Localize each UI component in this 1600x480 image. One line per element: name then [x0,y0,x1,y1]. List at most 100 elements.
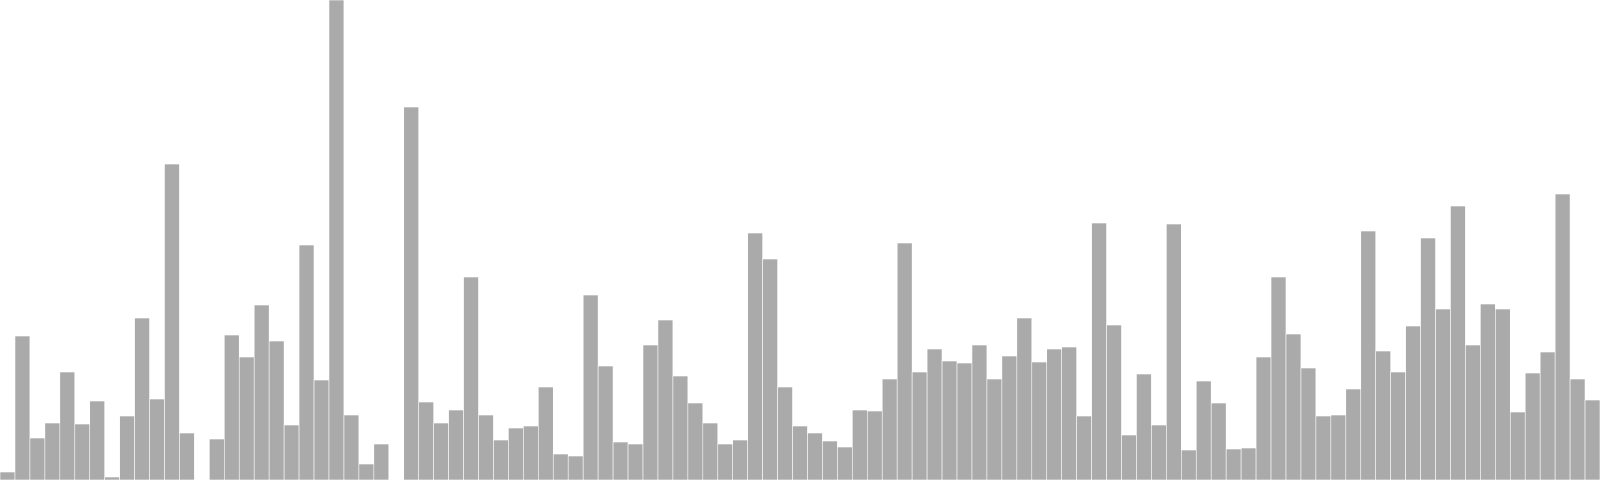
bar [508,427,524,480]
bar [1480,303,1496,480]
bar [358,463,375,480]
bar [911,371,928,480]
bar [1166,223,1182,480]
bar [822,440,838,480]
bar [209,438,225,480]
bar [1195,380,1212,480]
bar [941,360,958,480]
bar [732,439,748,480]
bar [552,453,569,480]
bar [657,319,674,480]
bar [956,362,973,480]
bar [642,344,659,480]
bar [1405,325,1421,480]
bar [1181,449,1197,480]
bar [538,386,554,480]
bar [717,443,734,480]
bar [343,414,360,480]
bar [1435,308,1451,480]
bar [1330,414,1347,480]
bar [702,422,719,480]
bar [1300,367,1317,480]
bar [986,378,1003,480]
bar [1255,356,1272,480]
bar [852,409,868,480]
bar [1509,411,1526,480]
bar [253,304,270,480]
bar [268,340,285,480]
bar [523,425,539,480]
bar [0,471,16,480]
bar [1360,230,1376,480]
bar [792,425,808,480]
bar [433,422,449,480]
bar [179,432,195,480]
bar [14,335,31,480]
bar [493,439,509,480]
bar [1450,205,1466,480]
bar [777,386,793,480]
bar [478,414,494,480]
bar [866,410,883,480]
bar [627,443,644,480]
bar [59,371,76,480]
bar [1121,434,1137,480]
bar [1031,361,1048,480]
bar [1136,373,1152,480]
bar [1465,344,1481,480]
bar [89,400,105,480]
bar [807,432,823,480]
bar [926,348,943,480]
bar [1285,333,1302,480]
bar [134,317,150,480]
bar [283,424,300,480]
bar [1375,350,1391,480]
bar [298,244,315,480]
bar [164,163,180,480]
bar [971,344,988,480]
bar [1091,222,1107,480]
bar [1390,371,1406,480]
bar [74,423,91,480]
bar [1061,346,1077,480]
bar [1210,402,1227,480]
bar [1524,372,1541,480]
bar [448,409,464,480]
bar [1016,317,1033,480]
bar [881,378,898,480]
bar [238,356,255,480]
bar [1539,351,1556,480]
bar [567,455,584,480]
bar [762,258,778,480]
bar [597,365,614,480]
bar [1076,415,1092,480]
bar [1569,378,1586,480]
bar [1584,399,1600,480]
bar [896,242,913,480]
bar [1001,355,1018,480]
bar [837,446,853,480]
bar [1106,324,1122,480]
bar [44,422,61,480]
bar [582,294,599,480]
bar [1225,448,1242,480]
bar [1315,415,1332,480]
bar [672,375,689,480]
bar [119,415,135,480]
bar [1046,348,1062,480]
bar [149,398,165,480]
bar [313,379,330,480]
bar [747,232,763,480]
bar [418,401,434,480]
bar [224,334,240,480]
bar [403,106,419,480]
bar [1420,237,1436,480]
bar [1270,276,1287,480]
bar [1345,388,1362,480]
bar [612,441,629,480]
bar [463,276,479,480]
bar [1554,193,1571,480]
bar [328,0,345,480]
